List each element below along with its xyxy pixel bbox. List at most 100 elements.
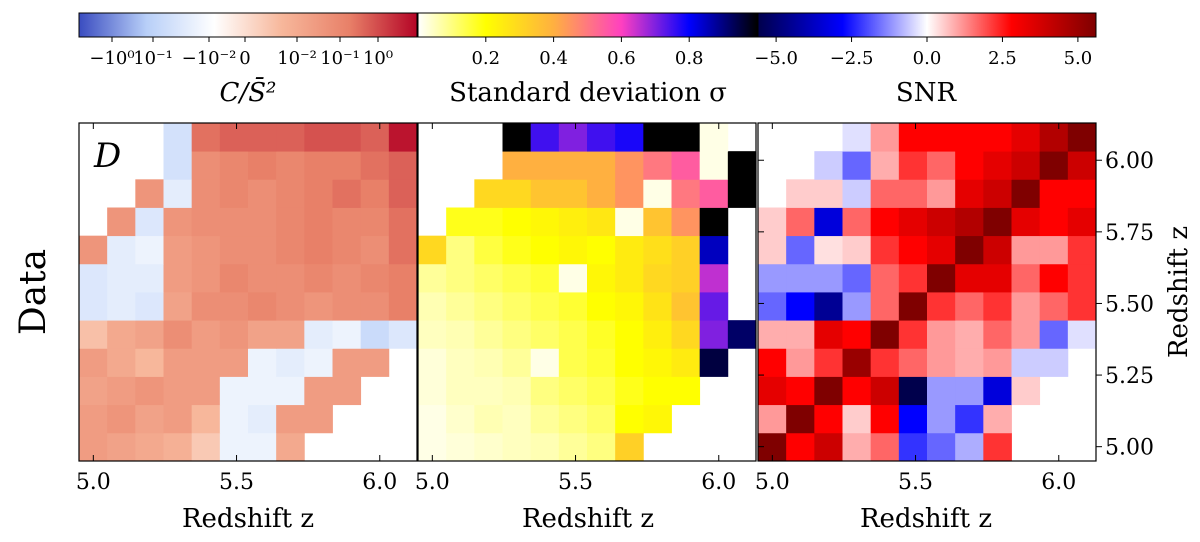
heatmap-cell — [1011, 179, 1041, 208]
heatmap-cell — [304, 207, 333, 237]
heatmap-cell — [558, 376, 588, 406]
heatmap-cell — [360, 348, 390, 377]
heatmap-cell — [927, 348, 956, 377]
x-axis-covariance: 5.0 5.5 6.0 — [76, 123, 397, 495]
heatmap-cell — [163, 151, 193, 180]
heatmap-cell — [615, 179, 644, 208]
colorbar-tick-label: −10⁰ — [89, 48, 134, 69]
heatmap-cell — [388, 292, 418, 321]
colorbar-tick-label: 0.0 — [913, 48, 942, 69]
heatmap-cell — [758, 235, 787, 265]
heatmap-cell — [530, 320, 560, 349]
heatmap-cell — [699, 263, 729, 293]
heatmap-cell — [332, 179, 362, 208]
heatmap-cell — [927, 263, 956, 293]
x-tick-label: 6.0 — [701, 470, 736, 495]
heatmap-cell — [446, 376, 475, 406]
panel-tag: D — [93, 136, 121, 176]
heatmap-cell — [304, 292, 333, 321]
heatmap-cell — [530, 179, 560, 208]
heatmap-cell — [107, 320, 136, 349]
heatmap-cell — [643, 376, 672, 406]
colorbar-snr-ticks: −5.0 −2.5 0.0 2.5 5.0 — [754, 37, 1092, 69]
colorbar-tick-label: −10⁻² — [182, 48, 237, 69]
heatmap-cell — [727, 179, 757, 208]
heatmap-cell — [870, 235, 900, 265]
heatmap-cell — [163, 320, 193, 349]
heatmap-cell — [79, 348, 108, 377]
heatmap-cell — [699, 151, 729, 180]
heatmap-cell — [163, 432, 193, 462]
heatmap-cell — [446, 320, 475, 349]
y-axis-label: Redshift z — [1164, 226, 1194, 358]
heatmap-cell — [163, 123, 193, 152]
heatmap-cell — [955, 151, 984, 180]
heatmap-cell — [1011, 123, 1041, 152]
heatmap-cell — [786, 404, 815, 434]
x-tick-label: 5.5 — [219, 470, 254, 495]
heatmap-cell — [135, 376, 164, 406]
heatmap-cell — [530, 263, 560, 293]
heatmap-cell — [276, 376, 305, 406]
heatmap-cell — [671, 348, 701, 377]
heatmap-cell — [107, 432, 136, 462]
heatmap-cell — [898, 404, 928, 434]
heatmap-cell — [248, 263, 277, 293]
heatmap-cell — [502, 320, 532, 349]
heatmap-cell — [898, 320, 928, 349]
heatmap-cell — [842, 320, 872, 349]
heatmap-cell — [558, 123, 588, 152]
heatmap-cell — [842, 207, 872, 237]
heatmap-cell — [842, 292, 872, 321]
heatmap-cell — [955, 263, 984, 293]
x-axis-label-snr: Redshift z — [860, 504, 992, 534]
heatmap-cell — [219, 432, 249, 462]
heatmap-cell — [870, 123, 900, 152]
heatmap-cell — [699, 292, 729, 321]
heatmap-cell — [643, 179, 672, 208]
heatmap-cell — [360, 235, 390, 265]
heatmap-cell — [898, 235, 928, 265]
heatmap-cell — [360, 207, 390, 237]
heatmap-cell — [107, 348, 136, 377]
x-tick-label: 6.0 — [1041, 470, 1076, 495]
heatmap-cell — [418, 404, 447, 434]
heatmap-cell — [276, 207, 305, 237]
colorbar-std: 0.2 0.4 0.6 0.8 Standard deviation σ — [417, 12, 758, 108]
heatmap-cell — [643, 292, 672, 321]
heatmap-cell — [898, 151, 928, 180]
heatmap-cell — [587, 292, 616, 321]
heatmap-cell — [107, 292, 136, 321]
heatmap-cell — [699, 348, 729, 377]
y-tick-label: 5.00 — [1105, 436, 1154, 461]
heatmap-cell — [446, 432, 475, 462]
heatmap-cell — [1011, 263, 1041, 293]
panel-snr — [757, 122, 1097, 462]
row-label: Data — [13, 249, 54, 335]
heatmap-cell — [191, 235, 221, 265]
heatmap-cell — [248, 376, 277, 406]
heatmap-cell — [418, 320, 447, 349]
heatmap-cell — [643, 404, 672, 434]
x-axis-std: 5.0 5.5 6.0 — [415, 123, 736, 495]
x-tick-label: 5.0 — [415, 470, 450, 495]
heatmap-cell — [304, 123, 333, 152]
heatmap-cell — [615, 235, 644, 265]
heatmap-cell — [474, 404, 503, 434]
heatmap-cell — [558, 404, 588, 434]
colorbar-snr-label: SNR — [896, 78, 958, 108]
heatmap-cell — [587, 348, 616, 377]
heatmap-cell — [587, 263, 616, 293]
heatmap-cell — [955, 292, 984, 321]
colorbar-std-ticks: 0.2 0.4 0.6 0.8 — [471, 37, 704, 69]
x-tick-label: 6.0 — [362, 470, 397, 495]
heatmap-cell — [474, 320, 503, 349]
heatmap-cell — [587, 151, 616, 180]
heatmap-cell — [870, 404, 900, 434]
heatmap-cell — [870, 292, 900, 321]
heatmap-cell — [1011, 348, 1041, 377]
heatmap-cell — [927, 432, 956, 462]
heatmap-cell — [643, 320, 672, 349]
x-tick-label: 5.5 — [898, 470, 933, 495]
